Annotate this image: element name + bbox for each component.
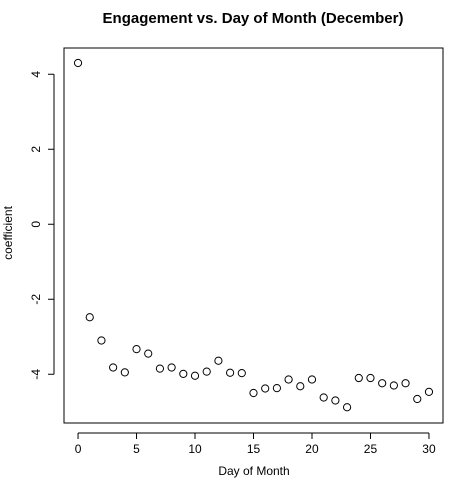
data-point (85, 313, 94, 322)
y-axis-tick-label: 0 (29, 221, 43, 228)
x-axis-tick-label: 20 (305, 442, 319, 456)
data-point (401, 379, 410, 388)
x-axis-tick-label: 0 (75, 442, 82, 456)
data-point (413, 394, 422, 404)
data-point (132, 345, 141, 354)
x-axis: 0 5 10 15 20 25 30 (75, 432, 436, 456)
data-point (342, 403, 352, 412)
data-point (331, 396, 340, 405)
chart-title: Engagement vs. Day of Month (December) (103, 10, 404, 27)
data-point (120, 368, 129, 377)
x-axis-tick-label: 25 (364, 442, 378, 456)
x-axis-tick-label: 5 (133, 442, 140, 456)
data-point (319, 393, 328, 402)
data-point (97, 336, 106, 345)
data-point (378, 379, 387, 388)
data-point (237, 369, 246, 378)
data-point (167, 363, 176, 372)
y-axis: 4 2 0 -2 -4 (29, 71, 55, 380)
data-point (179, 369, 188, 378)
data-point (354, 373, 363, 383)
data-point (202, 367, 211, 376)
data-point (261, 384, 270, 393)
y-axis-tick-label: 2 (29, 146, 43, 153)
data-point (296, 382, 305, 391)
y-axis-tick-label: -2 (29, 294, 43, 305)
data-point (307, 375, 317, 384)
data-point (226, 368, 235, 377)
x-axis-tick-label: 15 (247, 442, 261, 456)
data-point (73, 58, 83, 68)
data-points (73, 58, 434, 412)
data-point (284, 375, 293, 384)
data-point (190, 371, 200, 380)
y-axis-tick-label: -4 (29, 369, 43, 380)
x-axis-tick-label: 30 (422, 442, 436, 456)
data-point (144, 349, 153, 358)
data-point (424, 387, 434, 396)
data-point (249, 388, 258, 398)
plot-area-frame (63, 47, 444, 424)
data-point (389, 381, 398, 390)
data-point (155, 364, 165, 373)
y-axis-label: coefficient (1, 205, 15, 259)
data-point (214, 356, 223, 365)
data-point (366, 373, 375, 383)
x-axis-tick-label: 10 (188, 442, 202, 456)
data-point (109, 363, 118, 372)
data-point (272, 384, 281, 393)
x-axis-label: Day of Month (218, 464, 289, 478)
y-axis-tick-label: 4 (29, 71, 43, 78)
